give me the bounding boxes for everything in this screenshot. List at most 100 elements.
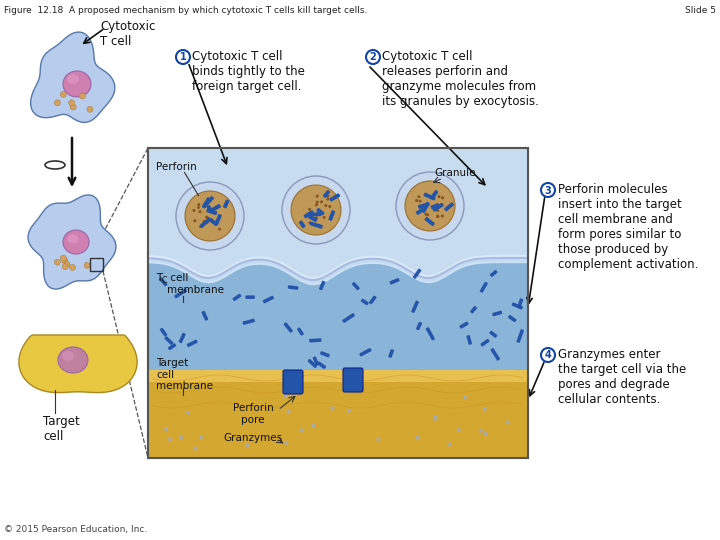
Circle shape bbox=[433, 415, 438, 419]
FancyArrow shape bbox=[224, 200, 229, 208]
Circle shape bbox=[199, 210, 202, 213]
FancyArrow shape bbox=[490, 271, 497, 276]
Circle shape bbox=[60, 91, 66, 97]
Circle shape bbox=[308, 208, 311, 211]
Circle shape bbox=[246, 443, 249, 447]
FancyArrow shape bbox=[425, 218, 434, 226]
Circle shape bbox=[326, 198, 329, 200]
Bar bbox=[148, 148, 528, 458]
Circle shape bbox=[60, 255, 66, 261]
FancyArrow shape bbox=[431, 191, 438, 199]
Circle shape bbox=[84, 262, 90, 268]
Circle shape bbox=[484, 432, 487, 436]
Circle shape bbox=[206, 216, 209, 219]
Circle shape bbox=[415, 199, 418, 202]
FancyArrow shape bbox=[353, 282, 359, 289]
FancyArrow shape bbox=[508, 315, 516, 321]
FancyBboxPatch shape bbox=[343, 368, 363, 392]
Circle shape bbox=[456, 428, 461, 432]
Circle shape bbox=[311, 424, 315, 428]
Text: 1: 1 bbox=[179, 52, 186, 63]
FancyArrow shape bbox=[204, 197, 213, 207]
Circle shape bbox=[433, 417, 437, 421]
Ellipse shape bbox=[68, 234, 78, 244]
FancyArrow shape bbox=[161, 328, 167, 336]
FancyArrow shape bbox=[416, 208, 423, 214]
Polygon shape bbox=[28, 195, 116, 289]
Circle shape bbox=[316, 201, 319, 204]
Circle shape bbox=[418, 195, 420, 198]
FancyArrow shape bbox=[460, 322, 468, 328]
FancyArrow shape bbox=[202, 198, 210, 208]
FancyArrow shape bbox=[329, 211, 335, 220]
FancyArrow shape bbox=[389, 350, 393, 357]
Polygon shape bbox=[148, 148, 528, 280]
Circle shape bbox=[62, 264, 68, 269]
FancyArrow shape bbox=[343, 314, 354, 322]
FancyArrow shape bbox=[360, 349, 371, 356]
FancyArrow shape bbox=[481, 340, 489, 346]
Circle shape bbox=[185, 191, 235, 241]
Circle shape bbox=[282, 176, 350, 244]
Circle shape bbox=[62, 258, 68, 264]
FancyArrow shape bbox=[202, 312, 207, 320]
Ellipse shape bbox=[62, 351, 74, 361]
Circle shape bbox=[506, 420, 510, 424]
Circle shape bbox=[541, 183, 555, 197]
Circle shape bbox=[418, 200, 421, 202]
Circle shape bbox=[68, 100, 75, 106]
Text: Cytotoxic
T cell: Cytotoxic T cell bbox=[100, 20, 156, 48]
Bar bbox=[148, 148, 528, 458]
FancyArrow shape bbox=[207, 209, 217, 214]
Circle shape bbox=[436, 209, 439, 212]
Circle shape bbox=[206, 220, 209, 222]
FancyArrow shape bbox=[424, 193, 435, 200]
Circle shape bbox=[287, 410, 290, 414]
Circle shape bbox=[324, 204, 328, 207]
Circle shape bbox=[415, 436, 420, 440]
FancyArrow shape bbox=[431, 204, 438, 208]
Circle shape bbox=[308, 221, 312, 224]
FancyArrow shape bbox=[417, 322, 421, 329]
FancyArrow shape bbox=[305, 211, 313, 218]
FancyArrow shape bbox=[490, 331, 497, 338]
FancyArrow shape bbox=[212, 205, 220, 211]
Ellipse shape bbox=[58, 347, 88, 373]
FancyArrow shape bbox=[412, 301, 418, 312]
Circle shape bbox=[291, 185, 341, 235]
Text: T: T bbox=[156, 273, 162, 283]
FancyArrow shape bbox=[467, 336, 472, 344]
Circle shape bbox=[192, 209, 196, 212]
Circle shape bbox=[197, 206, 200, 209]
Circle shape bbox=[316, 194, 319, 198]
FancyArrow shape bbox=[422, 202, 429, 212]
FancyArrow shape bbox=[187, 340, 197, 347]
FancyArrow shape bbox=[369, 296, 376, 303]
Text: cell
membrane: cell membrane bbox=[167, 273, 224, 295]
Text: 3: 3 bbox=[544, 186, 552, 195]
Circle shape bbox=[424, 213, 428, 215]
FancyArrow shape bbox=[165, 337, 173, 345]
FancyArrow shape bbox=[310, 213, 321, 216]
Circle shape bbox=[176, 182, 244, 250]
Circle shape bbox=[194, 219, 197, 222]
FancyArrow shape bbox=[200, 218, 211, 227]
Circle shape bbox=[168, 437, 172, 441]
FancyArrow shape bbox=[433, 204, 444, 211]
FancyArrow shape bbox=[323, 191, 330, 197]
FancyArrow shape bbox=[233, 294, 240, 300]
Circle shape bbox=[179, 436, 183, 440]
FancyArrow shape bbox=[297, 328, 303, 335]
Circle shape bbox=[186, 411, 190, 415]
Circle shape bbox=[326, 195, 329, 198]
FancyArrow shape bbox=[207, 206, 214, 213]
Polygon shape bbox=[19, 335, 137, 393]
Circle shape bbox=[482, 407, 487, 411]
FancyArrow shape bbox=[445, 203, 454, 211]
Circle shape bbox=[463, 395, 467, 399]
Circle shape bbox=[79, 93, 86, 99]
Circle shape bbox=[315, 216, 318, 219]
Text: Perforin molecules
insert into the target
cell membrane and
form pores similar t: Perforin molecules insert into the targe… bbox=[558, 183, 698, 271]
Circle shape bbox=[426, 213, 429, 217]
Text: 2: 2 bbox=[369, 52, 377, 63]
